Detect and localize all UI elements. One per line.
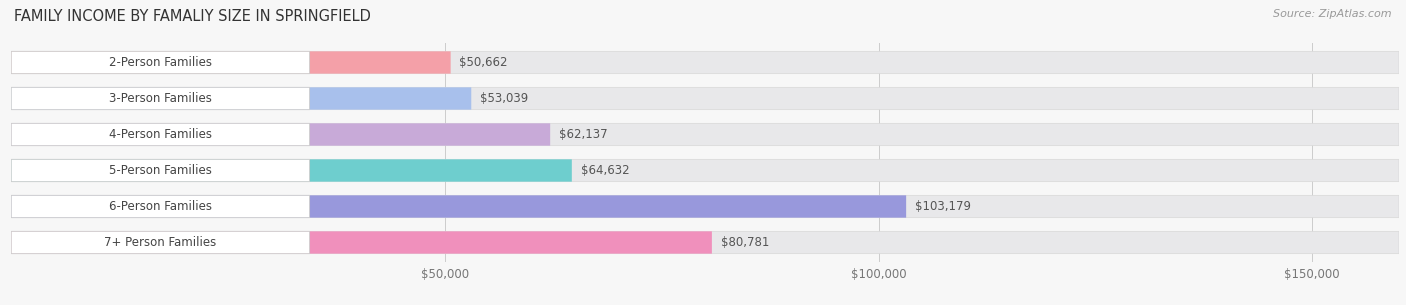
FancyBboxPatch shape: [11, 87, 471, 110]
FancyBboxPatch shape: [11, 87, 309, 110]
FancyBboxPatch shape: [11, 87, 1399, 110]
FancyBboxPatch shape: [11, 231, 309, 254]
FancyBboxPatch shape: [11, 231, 1399, 254]
Text: $64,632: $64,632: [581, 164, 630, 177]
FancyBboxPatch shape: [11, 195, 905, 218]
FancyBboxPatch shape: [11, 51, 451, 74]
Text: $53,039: $53,039: [479, 92, 529, 105]
FancyBboxPatch shape: [11, 159, 572, 182]
Text: 4-Person Families: 4-Person Families: [108, 128, 212, 141]
Text: Source: ZipAtlas.com: Source: ZipAtlas.com: [1274, 9, 1392, 19]
FancyBboxPatch shape: [11, 123, 550, 146]
FancyBboxPatch shape: [11, 159, 1399, 182]
Text: 3-Person Families: 3-Person Families: [110, 92, 212, 105]
Text: $103,179: $103,179: [915, 200, 972, 213]
Text: 6-Person Families: 6-Person Families: [108, 200, 212, 213]
Text: FAMILY INCOME BY FAMALIY SIZE IN SPRINGFIELD: FAMILY INCOME BY FAMALIY SIZE IN SPRINGF…: [14, 9, 371, 24]
FancyBboxPatch shape: [11, 123, 309, 146]
Text: $50,662: $50,662: [460, 56, 508, 69]
FancyBboxPatch shape: [11, 51, 309, 74]
Text: 7+ Person Families: 7+ Person Families: [104, 236, 217, 249]
FancyBboxPatch shape: [11, 231, 711, 254]
FancyBboxPatch shape: [11, 195, 309, 218]
Text: 5-Person Families: 5-Person Families: [110, 164, 212, 177]
FancyBboxPatch shape: [11, 159, 309, 182]
Text: $80,781: $80,781: [721, 236, 769, 249]
FancyBboxPatch shape: [11, 51, 1399, 74]
Text: $62,137: $62,137: [560, 128, 607, 141]
Text: 2-Person Families: 2-Person Families: [108, 56, 212, 69]
FancyBboxPatch shape: [11, 195, 1399, 218]
FancyBboxPatch shape: [11, 123, 1399, 146]
